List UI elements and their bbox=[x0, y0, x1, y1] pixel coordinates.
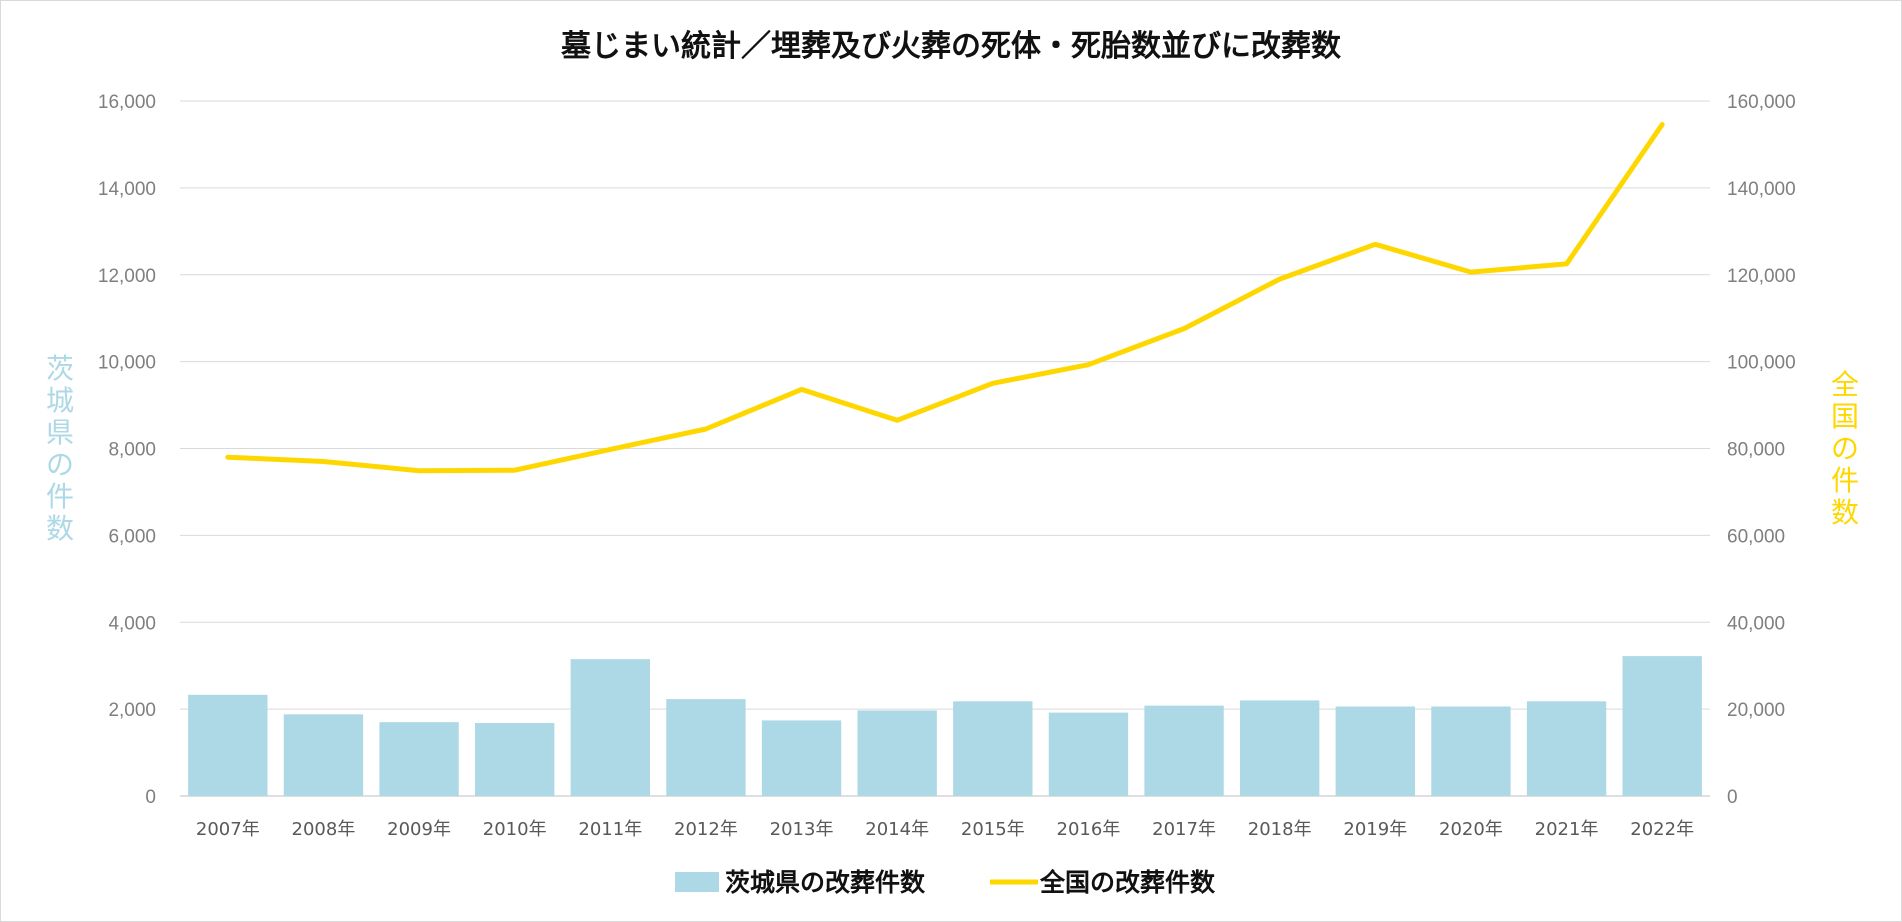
bar bbox=[1335, 706, 1415, 796]
y-right-tick-label: 160,000 bbox=[1727, 92, 1796, 113]
x-tick-label: 2009年 bbox=[387, 819, 451, 840]
y-axis-left-title: 茨城県の件数 bbox=[46, 352, 74, 545]
line-series bbox=[225, 122, 1665, 474]
y-right-tick-label: 0 bbox=[1727, 787, 1738, 808]
bar bbox=[857, 710, 937, 796]
x-tick-label: 2015年 bbox=[961, 819, 1025, 840]
y-left-tick-label: 2,000 bbox=[108, 700, 156, 721]
y-left-tick-label: 10,000 bbox=[98, 353, 156, 374]
x-tick-label: 2016年 bbox=[1057, 819, 1121, 840]
x-tick-label: 2013年 bbox=[770, 819, 834, 840]
bar bbox=[283, 714, 364, 796]
gridlines bbox=[180, 100, 1710, 797]
legend: 茨城県の改葬件数 全国の改葬件数 bbox=[675, 868, 1216, 897]
y-left-tick-label: 14,000 bbox=[98, 179, 156, 200]
bar bbox=[570, 659, 650, 796]
y-axis-left-ticks: 0 2,000 4,000 6,000 8,000 10,000 12,000 14,000 1… bbox=[98, 92, 156, 808]
bar bbox=[953, 701, 1033, 796]
bar bbox=[379, 722, 459, 796]
y-right-tick-label: 80,000 bbox=[1727, 440, 1785, 461]
x-tick-label: 2010年 bbox=[483, 819, 547, 840]
x-tick-label: 2020年 bbox=[1439, 819, 1503, 840]
legend-label-prefecture: 茨城県の改葬件数 bbox=[725, 868, 926, 897]
bar bbox=[475, 723, 555, 796]
x-tick-label: 2022年 bbox=[1630, 819, 1694, 840]
y-right-tick-label: 100,000 bbox=[1727, 353, 1796, 374]
y-right-tick-label: 40,000 bbox=[1727, 613, 1785, 634]
bar bbox=[1144, 705, 1224, 796]
y-right-tick-label: 120,000 bbox=[1727, 266, 1796, 287]
x-axis-ticks: 2007年 2008年 2009年 2010年 2011年 2012年 2013年 2014年… bbox=[196, 819, 1694, 840]
y-left-tick-label: 6,000 bbox=[108, 526, 156, 547]
x-tick-label: 2018年 bbox=[1248, 819, 1312, 840]
x-tick-label: 2012年 bbox=[674, 819, 738, 840]
bar bbox=[666, 699, 746, 796]
y-right-tick-label: 20,000 bbox=[1727, 700, 1785, 721]
x-tick-label: 2007年 bbox=[196, 819, 260, 840]
y-right-tick-label: 140,000 bbox=[1727, 179, 1796, 200]
chart-title: 墓じまい統計／埋葬及び火葬の死体・死胎数並びに改葬数 bbox=[560, 29, 1342, 64]
y-right-tick-label: 60,000 bbox=[1727, 526, 1785, 547]
bar bbox=[1048, 712, 1129, 796]
bar-series bbox=[188, 656, 1702, 796]
x-tick-label: 2011年 bbox=[578, 819, 642, 840]
x-tick-label: 2014年 bbox=[865, 819, 929, 840]
y-left-tick-label: 16,000 bbox=[98, 92, 156, 113]
line-national bbox=[225, 122, 1665, 474]
bar bbox=[1431, 706, 1511, 796]
y-axis-right-title: 全国の件数 bbox=[1831, 368, 1859, 529]
legend-label-national: 全国の改葬件数 bbox=[1039, 868, 1216, 897]
bar bbox=[1622, 656, 1702, 796]
x-tick-label: 2008年 bbox=[292, 819, 356, 840]
bar bbox=[1240, 700, 1320, 796]
y-left-tick-label: 0 bbox=[145, 787, 156, 808]
y-left-tick-label: 12,000 bbox=[98, 266, 156, 287]
y-axis-right-ticks: 0 20,000 40,000 60,000 80,000 100,000 120,000 1… bbox=[1727, 92, 1796, 808]
y-left-tick-label: 8,000 bbox=[108, 440, 156, 461]
y-left-tick-label: 4,000 bbox=[108, 613, 156, 634]
bar bbox=[761, 720, 842, 796]
x-tick-label: 2021年 bbox=[1535, 819, 1599, 840]
legend-swatch-prefecture bbox=[675, 872, 719, 892]
bar bbox=[1526, 701, 1607, 796]
x-tick-label: 2019年 bbox=[1343, 819, 1407, 840]
bar bbox=[188, 694, 268, 796]
x-tick-label: 2017年 bbox=[1152, 819, 1216, 840]
